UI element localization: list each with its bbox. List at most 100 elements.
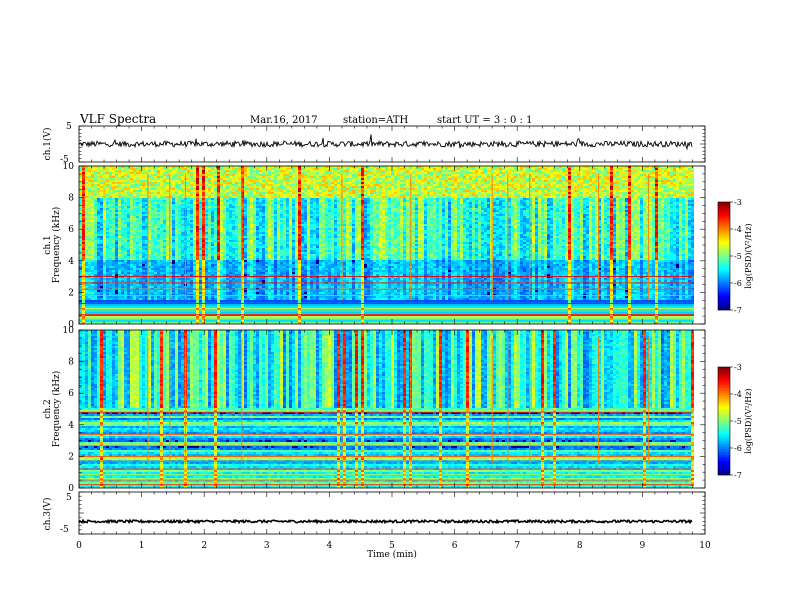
spectrogram-cell — [85, 206, 88, 208]
spectrogram-cell — [142, 302, 145, 304]
spectrogram-cell — [97, 200, 100, 202]
spectrogram-cell — [142, 228, 145, 230]
spectrogram-cell — [133, 320, 136, 322]
spectrogram-cell — [187, 240, 190, 242]
spectrogram-cell — [157, 286, 160, 288]
spectrogram-cell — [127, 260, 130, 262]
spectrogram-cell — [160, 272, 163, 274]
spectrogram-cell — [253, 262, 256, 264]
spectrogram-cell — [85, 266, 88, 268]
spectrogram-cell — [112, 228, 115, 230]
spectrogram-cell — [109, 226, 112, 228]
spectrogram-cell — [187, 260, 190, 262]
spectrogram-cell — [190, 238, 193, 240]
spectrogram-cell — [238, 258, 241, 260]
spectrogram-cell — [103, 320, 106, 322]
spectrogram-cell — [148, 180, 151, 182]
spectrogram-cell — [124, 236, 127, 238]
spectrogram-cell — [118, 284, 121, 286]
spectrogram-cell — [241, 214, 244, 216]
spectrogram-cell — [124, 194, 127, 196]
spectrogram-cell — [208, 304, 211, 306]
spectrogram-cell — [256, 314, 259, 316]
spectrogram-cell — [178, 296, 181, 298]
spectrogram-cell — [151, 296, 154, 298]
spectrogram-cell — [247, 290, 250, 292]
spectrogram-cell — [106, 286, 109, 288]
spectrogram-cell — [133, 188, 136, 190]
spectrogram-cell — [130, 246, 133, 248]
spectrogram-cell — [205, 270, 208, 272]
spectrogram-cell — [154, 260, 157, 262]
spectrogram-cell — [196, 174, 199, 176]
spectrogram-cell — [130, 250, 133, 252]
spectrogram-cell — [163, 300, 166, 302]
spectrogram-cell — [187, 178, 190, 180]
spectrogram-cell — [226, 264, 229, 266]
spectrogram-cell — [151, 312, 154, 314]
spectrogram-cell — [226, 168, 229, 170]
spectrogram-cell — [211, 294, 214, 296]
spectrogram-cell — [238, 196, 241, 198]
spectrogram-cell — [151, 202, 154, 204]
spectrogram-cell — [157, 174, 160, 176]
spectrogram-cell — [163, 234, 166, 236]
spectrogram-cell — [184, 308, 187, 310]
spectrogram-cell — [160, 246, 163, 248]
spectrogram-cell — [211, 290, 214, 292]
spectrogram-cell — [256, 236, 259, 238]
spectrogram-cell — [253, 290, 256, 292]
spectrogram-cell — [223, 178, 226, 180]
spectrogram-cell — [85, 236, 88, 238]
spectrogram-cell — [172, 304, 175, 306]
spectrogram-cell — [178, 250, 181, 252]
spectrogram-cell — [142, 266, 145, 268]
spectrogram-cell — [88, 252, 91, 254]
spectrogram-cell — [235, 292, 238, 294]
spectrogram-cell — [160, 240, 163, 242]
spectrogram-cell — [232, 202, 235, 204]
spectrogram-cell — [100, 178, 103, 180]
spectrogram-cell — [187, 304, 190, 306]
spectrogram-cell — [79, 206, 82, 208]
spectrogram-cell — [193, 234, 196, 236]
spectrogram-cell — [136, 298, 139, 300]
spectrogram-cell — [151, 166, 154, 168]
spectrogram-cell — [124, 254, 127, 256]
spectrogram-cell — [79, 296, 82, 298]
spectrogram-cell — [130, 234, 133, 236]
spectrogram-cell — [94, 190, 97, 192]
spectrogram-cell — [244, 190, 247, 192]
spectrogram-cell — [130, 224, 133, 226]
spectrogram-cell — [88, 216, 91, 218]
spectrogram-cell — [97, 202, 100, 204]
spectrogram-cell — [139, 278, 142, 280]
spectrogram-cell — [205, 218, 208, 220]
spectrogram-cell — [214, 190, 217, 192]
spectrogram-cell — [100, 188, 103, 190]
spectrogram-cell — [154, 184, 157, 186]
spectrogram-cell — [256, 196, 259, 198]
spectrogram-cell — [163, 266, 166, 268]
spectrogram-cell — [112, 216, 115, 218]
spectrogram-cell — [151, 208, 154, 210]
spectrogram-cell — [193, 220, 196, 222]
spectrogram-cell — [226, 206, 229, 208]
spectrogram-cell — [259, 228, 262, 230]
spectrogram-cell — [106, 194, 109, 196]
spectrogram-cell — [127, 230, 130, 232]
spectrogram-cell — [187, 262, 190, 264]
spectrogram-cell — [100, 204, 103, 206]
spectrogram-cell — [139, 320, 142, 322]
spectrogram-cell — [142, 262, 145, 264]
spectrogram-cell — [169, 234, 172, 236]
spectrogram-cell — [115, 246, 118, 248]
spectrogram-cell — [106, 236, 109, 238]
spectrogram-cell — [106, 180, 109, 182]
spectrogram-cell — [154, 280, 157, 282]
spectrogram-cell — [148, 298, 151, 300]
spectrogram-cell — [247, 296, 250, 298]
spectrogram-cell — [244, 228, 247, 230]
spectrogram-cell — [247, 230, 250, 232]
spectrogram-cell — [259, 298, 262, 300]
